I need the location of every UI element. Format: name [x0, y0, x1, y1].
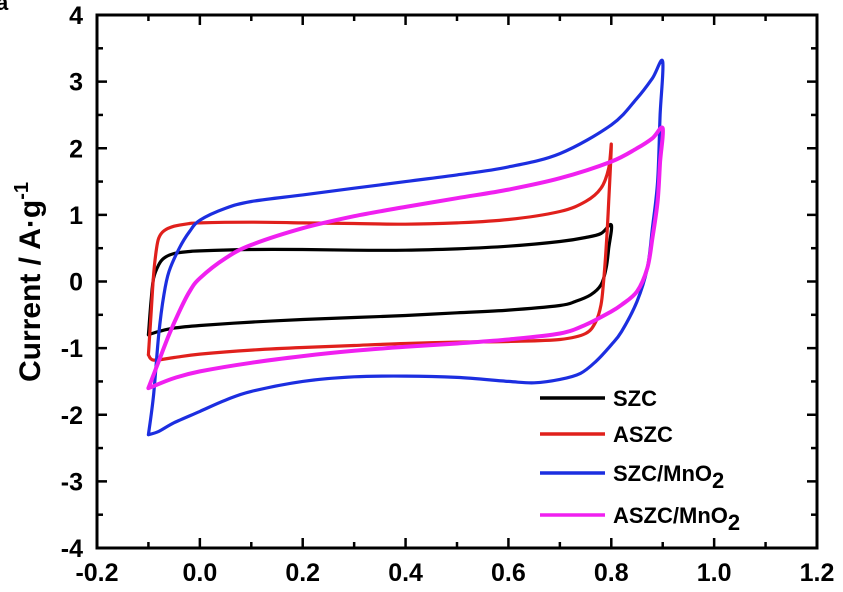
legend-label: ASZC/MnO2 — [613, 503, 740, 535]
legend-label: SZC/MnO2 — [613, 461, 724, 493]
y-tick-label: 3 — [69, 69, 83, 97]
series-line-szc — [146, 222, 614, 337]
y-tick-label: 2 — [69, 135, 83, 163]
y-tick-label: 4 — [69, 2, 83, 30]
legend-label: ASZC — [613, 422, 673, 447]
plot-frame — [95, 13, 819, 550]
y-tick-label: -3 — [61, 468, 83, 496]
y-tick-label: -2 — [61, 402, 83, 430]
x-tick-label: 1.2 — [800, 559, 835, 587]
legend-label: SZC — [613, 386, 657, 411]
x-tick-label: 1.0 — [697, 559, 732, 587]
y-tick-label: -4 — [61, 535, 83, 563]
x-tick-label: -0.2 — [75, 559, 118, 587]
y-axis-title-sup: -1 — [11, 182, 33, 200]
y-tick-label: 0 — [69, 269, 83, 297]
x-tick-label: 0.0 — [182, 559, 217, 587]
series-line-aszc-mno2 — [146, 125, 665, 391]
series-line-szc-mno2 — [146, 58, 665, 437]
y-tick-labels: -4 -3 -2 -1 0 1 2 3 4 — [61, 2, 83, 563]
y-tick-label: -1 — [61, 335, 83, 363]
y-tick-label: 1 — [69, 202, 83, 230]
x-tick-label: 0.4 — [388, 559, 423, 587]
x-tick-label: 0.8 — [594, 559, 629, 587]
y-axis-title: Current / A·g-1 — [11, 182, 47, 382]
legend: SZC ASZC SZC/MnO2 ASZC/MnO2 — [540, 386, 740, 535]
cv-curves — [146, 58, 665, 437]
series-line-aszc — [146, 142, 613, 362]
panel-label-fragment: a — [0, 0, 9, 15]
x-tick-labels: -0.2 0.0 0.2 0.4 0.6 0.8 1.0 1.2 — [75, 559, 834, 587]
y-axis-title-main: Current / A·g — [14, 200, 47, 382]
x-tick-label: 0.2 — [285, 559, 320, 587]
x-tick-label: 0.6 — [491, 559, 526, 587]
